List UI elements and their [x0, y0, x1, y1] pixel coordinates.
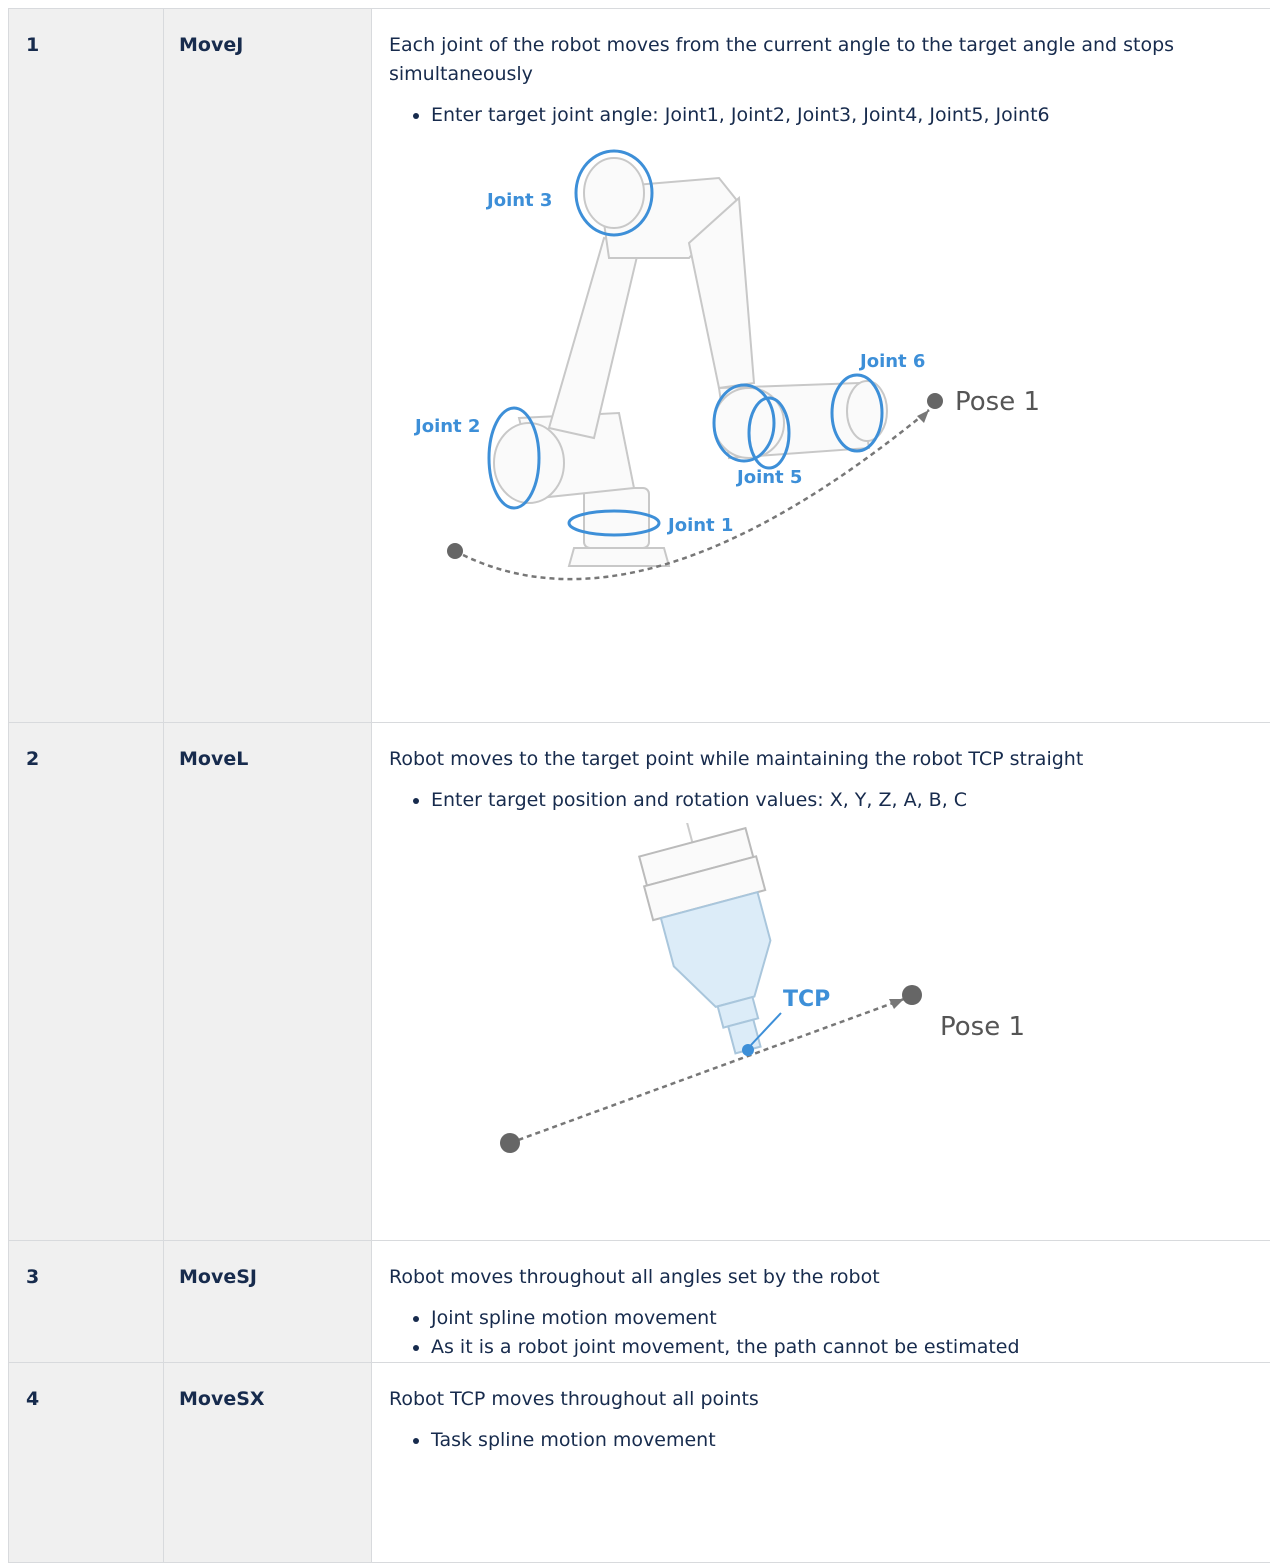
- tool: [626, 823, 804, 1065]
- start-point: [500, 1133, 520, 1153]
- command-name: MoveJ: [164, 9, 372, 723]
- row-number: 2: [9, 723, 164, 1241]
- row-number: 1: [9, 9, 164, 723]
- bullet: Joint spline motion movement: [431, 1304, 1239, 1333]
- description-cell: Robot moves throughout all angles set by…: [372, 1241, 1270, 1363]
- tcp-point: [742, 1044, 754, 1056]
- description-cell: Robot moves to the target point while ma…: [372, 723, 1270, 1241]
- arrow-head: [917, 410, 929, 423]
- bullet-list: Task spline motion movement: [389, 1426, 1239, 1455]
- pose-label: Pose 1: [955, 387, 1040, 417]
- start-point: [447, 543, 463, 559]
- table-row: 1 MoveJ Each joint of the robot moves fr…: [9, 9, 1270, 723]
- bullet-list: Joint spline motion movement As it is a …: [389, 1304, 1239, 1362]
- movej-figure: Joint 3 Joint 2 Joint 1 Joint 5 Joint 6 …: [389, 148, 1249, 628]
- movel-figure: TCP Pose 1: [389, 823, 1249, 1168]
- pose-label: Pose 1: [940, 1012, 1025, 1042]
- description: Each joint of the robot moves from the c…: [389, 31, 1239, 89]
- command-name: MoveSX: [164, 1363, 372, 1563]
- table-row: 4 MoveSX Robot TCP moves throughout all …: [9, 1363, 1270, 1563]
- row-number: 4: [9, 1363, 164, 1563]
- joint-label: Joint 3: [485, 190, 552, 211]
- bullet: As it is a robot joint movement, the pat…: [431, 1333, 1239, 1362]
- description: Robot moves throughout all angles set by…: [389, 1263, 1239, 1292]
- table-row: 3 MoveSJ Robot moves throughout all angl…: [9, 1241, 1270, 1363]
- row-number: 3: [9, 1241, 164, 1363]
- command-name: MoveSJ: [164, 1241, 372, 1363]
- description: Robot TCP moves throughout all points: [389, 1385, 1239, 1414]
- bullet: Enter target joint angle: Joint1, Joint2…: [431, 101, 1239, 130]
- pose-point: [902, 985, 922, 1005]
- table-row: 2 MoveL Robot moves to the target point …: [9, 723, 1270, 1241]
- page: {"table": {"rows": [ {"number": "1", "na…: [0, 0, 1270, 1526]
- joint-label: Joint 1: [666, 515, 733, 536]
- robot-arm: [494, 158, 887, 566]
- bullet-list: Enter target joint angle: Joint1, Joint2…: [389, 101, 1239, 130]
- tcp-label: TCP: [783, 987, 830, 1012]
- pose-point: [927, 393, 943, 409]
- bullet: Task spline motion movement: [431, 1426, 1239, 1455]
- description: Robot moves to the target point while ma…: [389, 745, 1239, 774]
- description-cell: Each joint of the robot moves from the c…: [372, 9, 1270, 723]
- bullet-list: Enter target position and rotation value…: [389, 786, 1239, 815]
- motion-table: 1 MoveJ Each joint of the robot moves fr…: [8, 8, 1270, 1563]
- path-line: [510, 999, 904, 1143]
- joint-label: Joint 2: [413, 416, 480, 437]
- joint-label: Joint 5: [735, 467, 802, 488]
- bullet: Enter target position and rotation value…: [431, 786, 1239, 815]
- description-cell: Robot TCP moves throughout all points Ta…: [372, 1363, 1270, 1563]
- command-name: MoveL: [164, 723, 372, 1241]
- joint-label: Joint 6: [858, 351, 925, 372]
